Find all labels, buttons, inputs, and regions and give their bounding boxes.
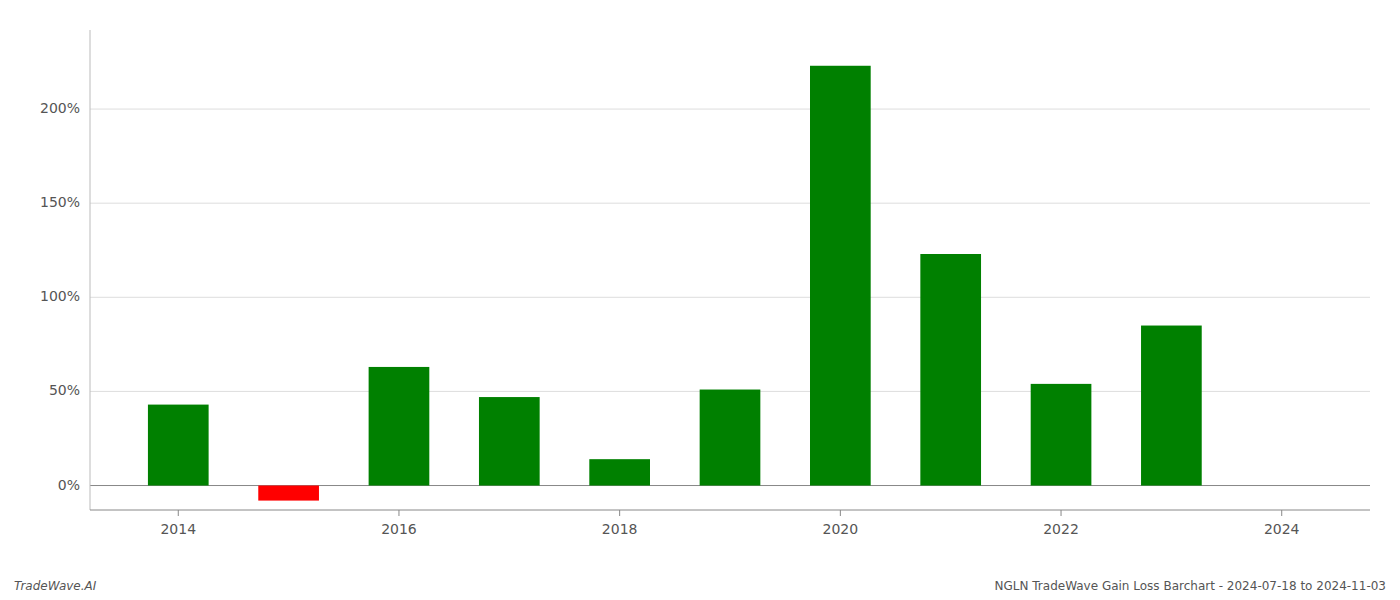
x-tick	[178, 510, 179, 516]
bar	[369, 367, 430, 486]
bar	[258, 486, 319, 501]
y-tick-label: 200%	[40, 100, 80, 116]
chart-svg: 0% 50% 100% 150% 200% 2014 2016 2018 2020 2022 202…	[0, 0, 1400, 600]
x-tick	[619, 510, 620, 516]
y-tick-label: 0%	[58, 477, 80, 493]
x-tick-label: 2016	[381, 521, 417, 537]
y-tick-label: 150%	[40, 194, 80, 210]
x-tick-label: 2018	[602, 521, 638, 537]
bar	[700, 390, 761, 486]
y-tick-labels: 0% 50% 100% 150% 200%	[40, 100, 80, 492]
bar	[148, 405, 209, 486]
bar	[810, 66, 871, 486]
x-tick	[840, 510, 841, 516]
grid-line	[90, 109, 1370, 110]
bar	[920, 254, 981, 486]
footer-right: NGLN TradeWave Gain Loss Barchart - 2024…	[995, 579, 1386, 593]
chart-container: 0% 50% 100% 150% 200% 2014 2016 2018 2020 2022 202…	[0, 0, 1400, 600]
y-axis-line	[90, 30, 91, 510]
bar	[479, 397, 540, 485]
x-tick	[398, 510, 399, 516]
y-grid	[90, 109, 1370, 485]
grid-line	[90, 203, 1370, 204]
x-tick-label: 2020	[823, 521, 859, 537]
x-tick	[1061, 510, 1062, 516]
x-tick-label: 2024	[1264, 521, 1300, 537]
x-axis-line	[90, 510, 1370, 511]
x-tick-label: 2014	[160, 521, 196, 537]
x-tick	[1281, 510, 1282, 516]
x-ticks: 2014 2016 2018 2020 2022 2024	[160, 510, 1299, 537]
bar	[589, 459, 650, 485]
y-tick-label: 50%	[49, 382, 80, 398]
bar	[1031, 384, 1092, 486]
x-tick-label: 2022	[1043, 521, 1079, 537]
grid-line	[90, 297, 1370, 298]
footer-left: TradeWave.AI	[14, 579, 97, 593]
y-tick-label: 100%	[40, 288, 80, 304]
bars	[148, 66, 1202, 501]
bar	[1141, 326, 1202, 486]
